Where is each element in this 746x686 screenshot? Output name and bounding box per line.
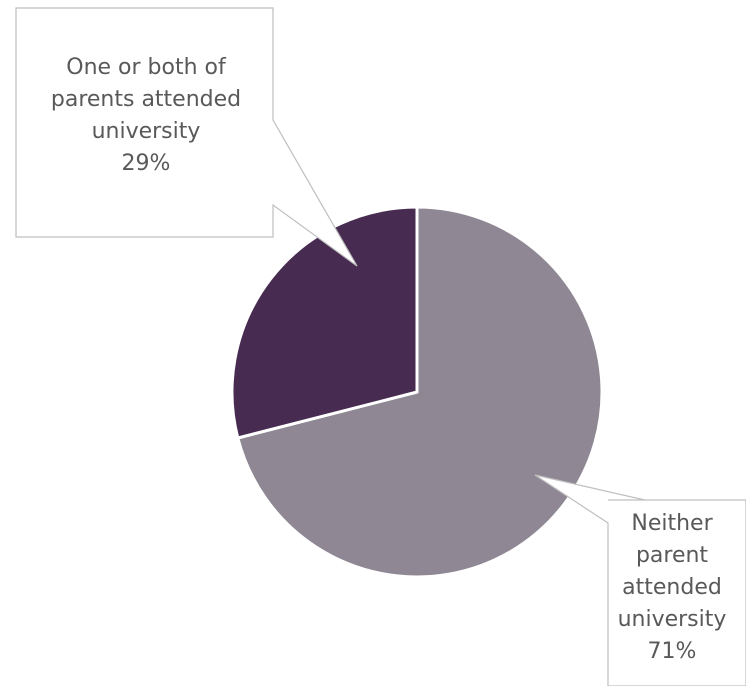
pie-callouts: Neither parent attended university 71% One or… bbox=[15, 7, 746, 686]
data-label-1-line-0: One or both of bbox=[66, 55, 227, 80]
callout-box-0 bbox=[534, 474, 746, 686]
data-label-0-line-4: 71% bbox=[648, 639, 697, 664]
data-label-0-line-0: Neither bbox=[631, 511, 713, 536]
pie-slice-0 bbox=[236, 205, 604, 579]
data-label-1-line-2: university bbox=[92, 119, 201, 144]
data-label-1-line-1: parents attended bbox=[51, 87, 241, 112]
data-label-0-line-2: attended bbox=[622, 575, 722, 600]
pie-slice-1 bbox=[230, 205, 419, 440]
data-label-1-line-3: 29% bbox=[122, 151, 171, 176]
pie-slices bbox=[230, 205, 604, 579]
callout-box-1 bbox=[15, 7, 358, 267]
data-label-0-line-1: parent bbox=[636, 543, 708, 568]
data-label-0-line-3: university bbox=[618, 607, 727, 632]
